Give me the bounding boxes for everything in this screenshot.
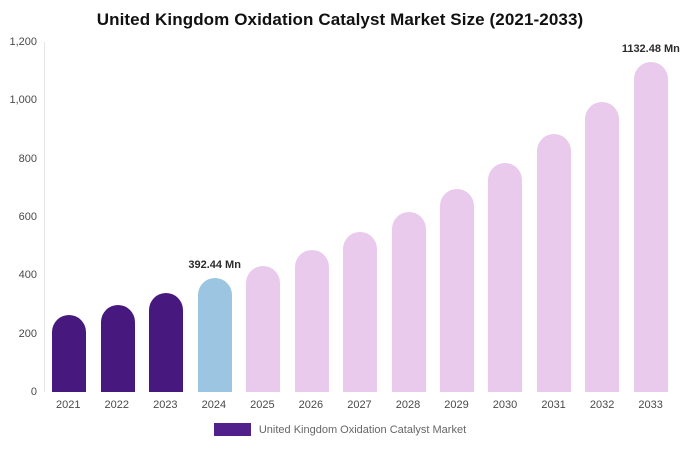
bar-column	[481, 42, 529, 392]
chart-title: United Kingdom Oxidation Catalyst Market…	[96, 10, 584, 29]
bar-2021[interactable]	[52, 314, 87, 392]
bar-chart: 1,200 1,000 800 600 400 200 0 392.44 Mn 1132.48…	[0, 36, 680, 411]
x-axis-label: 2025	[250, 399, 275, 411]
bar-column	[384, 42, 432, 392]
x-axis-label: 2024	[201, 399, 227, 411]
y-axis-tick: 800	[18, 152, 37, 165]
bar-2031[interactable]	[536, 133, 571, 392]
x-axis-label: 2028	[395, 399, 421, 411]
x-axis-label: 2023	[153, 399, 178, 411]
bars-area: 392.44 Mn 1132.48 Mn	[44, 42, 680, 392]
bar-2027[interactable]	[343, 232, 378, 392]
x-axis: 2021 2022 2023 2024 2025 2026 2027 2028 2029 2030…	[44, 399, 675, 411]
bar-column	[433, 42, 481, 392]
x-axis-label: 2031	[541, 399, 566, 411]
bar-2028[interactable]	[391, 212, 426, 392]
y-axis-tick: 1,200	[9, 36, 37, 48]
bar-column: 392.44 Mn	[188, 42, 241, 392]
y-axis-tick: 200	[18, 327, 37, 340]
bar-2025[interactable]	[246, 266, 281, 392]
plot-area: 392.44 Mn 1132.48 Mn 2021 2022 2023 2024 2025…	[44, 42, 680, 411]
y-axis-tick: 600	[18, 211, 37, 223]
y-axis-tick: 1,000	[9, 94, 37, 107]
bar-2033[interactable]	[633, 61, 668, 392]
legend-label: United Kingdom Oxidation Catalyst Market	[258, 423, 467, 436]
bar-column	[45, 42, 93, 392]
bar-2029[interactable]	[439, 189, 474, 392]
bar-column	[336, 42, 384, 392]
y-axis-tick: 400	[18, 269, 37, 282]
bar-2023[interactable]	[149, 292, 184, 392]
y-axis-tick: 0	[30, 386, 37, 398]
x-axis-label: 2032	[589, 399, 615, 411]
bar-2030[interactable]	[488, 163, 523, 392]
x-axis-label: 2021	[56, 399, 81, 411]
bar-column	[142, 42, 190, 392]
bar-column: 1132.48 Mn	[622, 42, 680, 392]
bar-value-label: 392.44 Mn	[188, 258, 241, 271]
bar-2032[interactable]	[585, 102, 620, 392]
bar-column	[530, 42, 578, 392]
legend[interactable]: United Kingdom Oxidation Catalyst Market	[0, 423, 680, 436]
x-axis-label: 2026	[298, 399, 324, 411]
y-axis: 1,200 1,000 800 600 400 200 0	[0, 36, 44, 398]
x-axis-label: 2027	[347, 399, 372, 411]
bar-2024[interactable]	[197, 277, 232, 392]
bar-column	[93, 42, 141, 392]
legend-swatch	[213, 423, 251, 436]
bar-column	[578, 42, 626, 392]
bar-2022[interactable]	[100, 304, 135, 392]
x-axis-label: 2030	[492, 399, 518, 411]
bar-2026[interactable]	[294, 249, 329, 392]
x-axis-label: 2033	[638, 399, 663, 411]
bar-column	[287, 42, 335, 392]
x-axis-label: 2029	[444, 399, 469, 411]
x-axis-label: 2022	[104, 399, 130, 411]
bar-value-label: 1132.48 Mn	[621, 42, 680, 55]
bar-column	[239, 42, 287, 392]
